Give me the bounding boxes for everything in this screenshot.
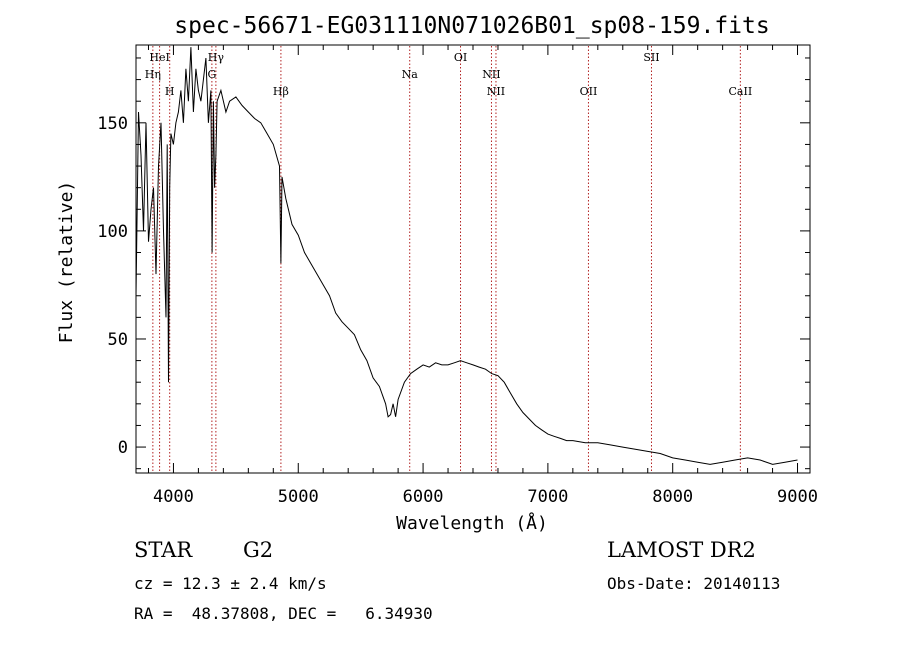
line-label: OI [454,51,467,64]
object-subclass: G2 [243,538,274,562]
y-tick-label: 0 [118,438,128,458]
plot-frame [135,44,811,474]
x-tick-label: 9000 [777,487,818,507]
y-axis-ticks: 0 50 100 150 [97,57,810,470]
line-label: Hγ [208,51,225,64]
line-label: H [165,85,175,98]
object-type: STAR [134,538,193,562]
line-labels: Hη HeI H Hγ G Hβ Na OI NII NII OII SII CaII [145,51,752,98]
line-label: CaII [729,85,753,98]
redshift-readout: cz = 12.3 ± 2.4 km/s [134,574,327,593]
line-label: NII [487,85,505,98]
x-tick-label: 8000 [652,487,693,507]
x-tick-label: 5000 [278,487,319,507]
coordinates-readout: RA = 48.37808, DEC = 6.34930 [134,604,433,623]
survey-name: LAMOST DR2 [607,538,756,562]
chart-title: spec-56671-EG031110N071026B01_sp08-159.f… [174,13,769,39]
line-label: HeI [149,51,169,64]
y-tick-label: 100 [97,222,128,242]
x-tick-label: 6000 [403,487,444,507]
x-tick-label: 7000 [527,487,568,507]
line-label: G [207,68,216,81]
y-tick-label: 50 [108,330,128,350]
x-axis-label: Wavelength (Å) [396,512,548,534]
line-markers [152,46,741,472]
observation-date: Obs-Date: 20140113 [607,574,781,593]
line-label: SII [643,51,659,64]
spectrum-line [135,47,798,465]
line-label: Na [402,68,419,81]
line-label: NII [482,68,500,81]
y-axis-label: Flux (relative) [56,181,77,344]
y-tick-label: 150 [97,114,128,134]
line-label: OII [580,85,598,98]
line-label: Hη [145,68,161,81]
line-label: Hβ [273,85,289,98]
x-axis-ticks: 4000 5000 6000 7000 8000 9000 [147,45,818,507]
x-tick-label: 4000 [153,487,194,507]
